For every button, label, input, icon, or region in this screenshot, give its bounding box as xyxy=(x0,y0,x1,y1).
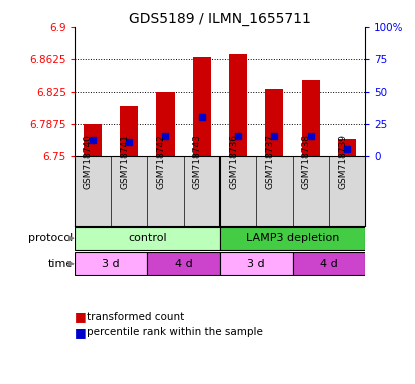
Text: ■: ■ xyxy=(75,310,86,323)
Text: time: time xyxy=(48,259,73,269)
Text: percentile rank within the sample: percentile rank within the sample xyxy=(87,327,263,337)
Bar xyxy=(75,252,147,275)
Text: GSM718741: GSM718741 xyxy=(120,134,129,189)
Bar xyxy=(156,92,175,156)
Text: 3 d: 3 d xyxy=(102,259,120,269)
Bar xyxy=(220,252,293,275)
Bar xyxy=(220,227,365,250)
Bar xyxy=(147,252,220,275)
Text: GSM718740: GSM718740 xyxy=(84,134,93,189)
Text: protocol: protocol xyxy=(28,233,73,243)
Bar xyxy=(338,139,356,156)
Text: GSM718743: GSM718743 xyxy=(193,134,202,189)
Bar xyxy=(193,57,211,156)
Bar xyxy=(265,89,283,156)
Text: GSM718737: GSM718737 xyxy=(266,134,274,189)
Bar xyxy=(293,252,365,275)
Bar xyxy=(84,124,102,156)
Text: 3 d: 3 d xyxy=(247,259,265,269)
Text: control: control xyxy=(128,233,167,243)
Text: ■: ■ xyxy=(75,326,86,339)
Text: GSM718739: GSM718739 xyxy=(338,134,347,189)
Text: transformed count: transformed count xyxy=(87,312,184,322)
Text: GSM718742: GSM718742 xyxy=(156,134,166,189)
Bar xyxy=(120,106,138,156)
Text: LAMP3 depletion: LAMP3 depletion xyxy=(246,233,339,243)
Text: 4 d: 4 d xyxy=(175,259,193,269)
Title: GDS5189 / ILMN_1655711: GDS5189 / ILMN_1655711 xyxy=(129,12,311,26)
Bar xyxy=(229,55,247,156)
Bar xyxy=(302,80,320,156)
Text: GSM718738: GSM718738 xyxy=(302,134,311,189)
Bar xyxy=(75,227,220,250)
Text: GSM718736: GSM718736 xyxy=(229,134,238,189)
Text: 4 d: 4 d xyxy=(320,259,338,269)
